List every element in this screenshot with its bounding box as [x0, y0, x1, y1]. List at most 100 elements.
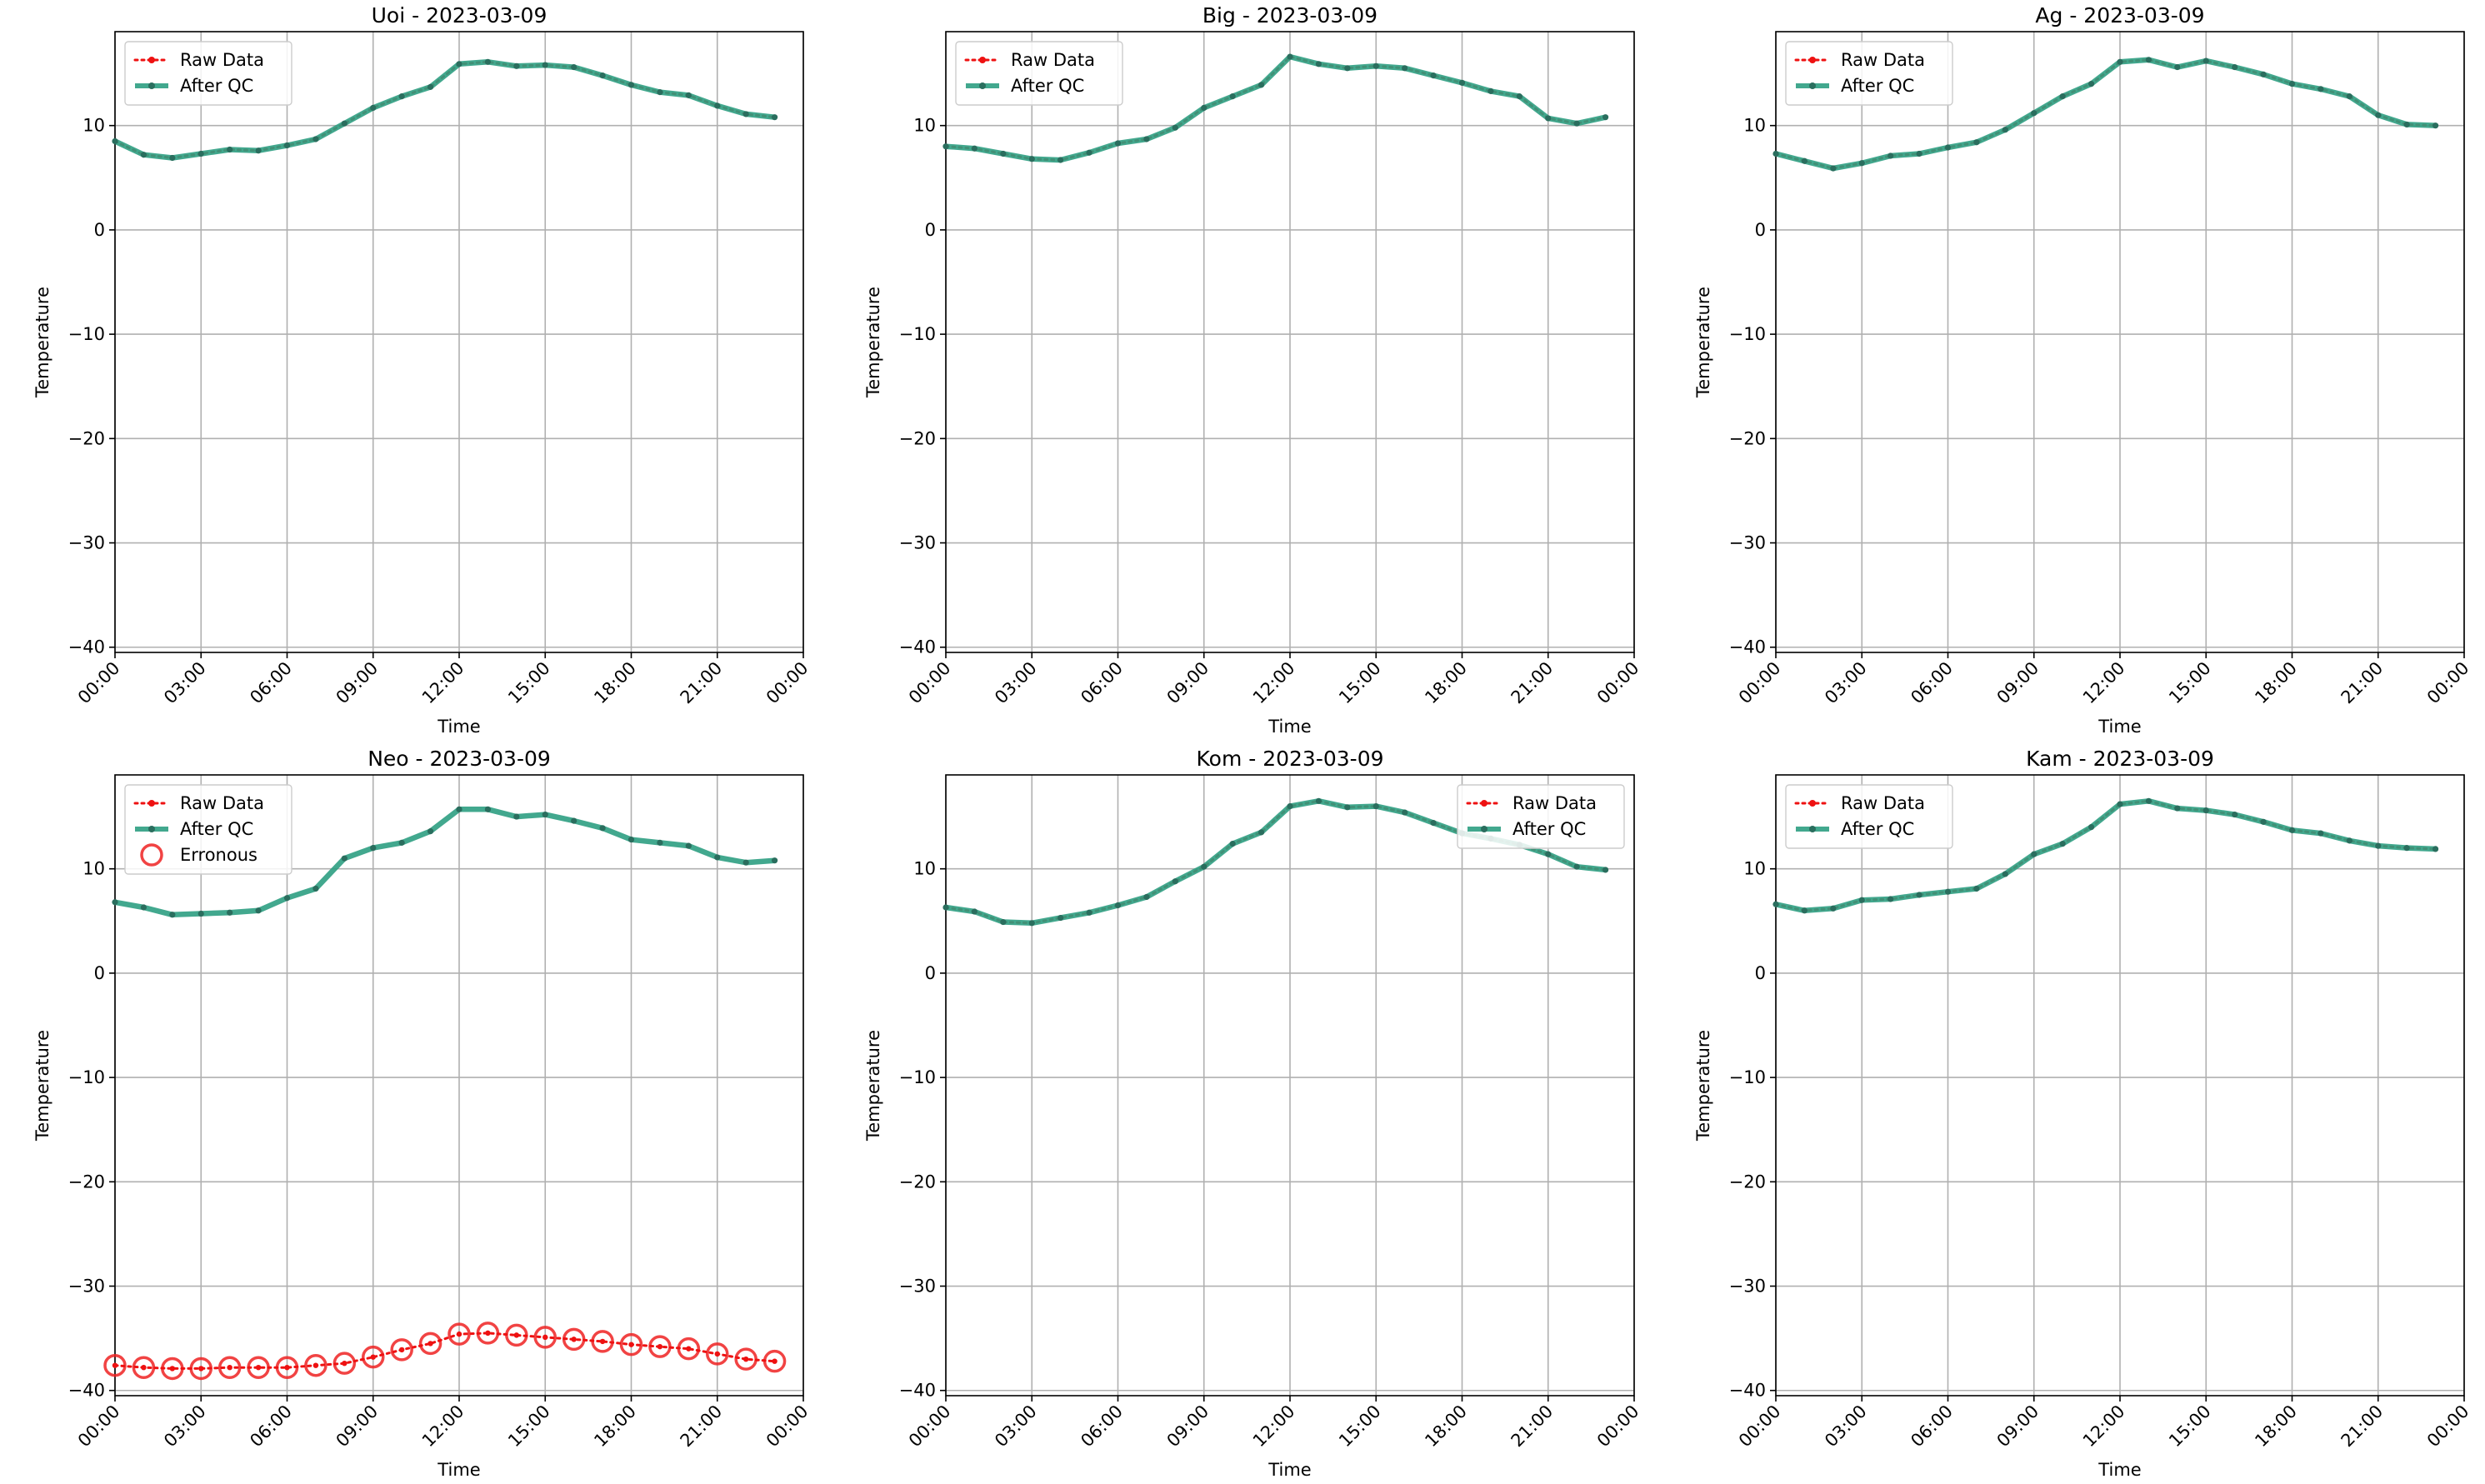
after-qc-point: [2318, 830, 2324, 837]
after-qc-point: [2318, 86, 2324, 92]
y-axis-label: Temperature: [1693, 1030, 1713, 1142]
legend: Raw Data After QC: [1785, 784, 1953, 849]
after-qc-point: [2002, 127, 2008, 133]
after-qc-point: [1086, 909, 1092, 916]
raw-data-point: [312, 1362, 319, 1368]
raw-data-point: [714, 1351, 720, 1357]
after-qc-point: [2232, 811, 2238, 818]
legend-box: [1785, 41, 1953, 106]
legend-label: Erronous: [180, 845, 258, 865]
after-qc-point: [1402, 65, 1408, 72]
after-qc-point: [2174, 805, 2181, 812]
raw-data-point: [255, 1364, 262, 1371]
plot-area: [1772, 797, 2439, 914]
raw-data-point: [772, 1358, 778, 1364]
x-axis-label: Time: [437, 717, 480, 737]
after-qc-point: [542, 62, 548, 68]
raw-data-point: [742, 1356, 749, 1362]
after-qc-point: [2145, 797, 2152, 804]
after-qc-point: [1372, 802, 1379, 810]
after-qc-point: [1801, 907, 1808, 914]
after-qc-point: [1229, 841, 1236, 847]
after-qc-point: [1858, 160, 1865, 167]
after-qc-point: [1573, 120, 1580, 127]
raw-data-point: [141, 1364, 147, 1371]
after-qc-point: [1000, 918, 1007, 926]
after-qc-point: [1258, 82, 1265, 88]
after-qc-point: [1545, 851, 1552, 857]
y-tick-label: −20: [1729, 428, 1766, 448]
after-qc-point: [1944, 888, 1952, 895]
raw-data-point: [169, 1366, 176, 1372]
raw-data-point: [198, 1366, 204, 1372]
legend-box: [124, 41, 292, 106]
y-tick-label: −30: [68, 533, 105, 553]
after-qc-point: [1573, 863, 1580, 870]
after-qc-point: [255, 907, 262, 914]
after-qc-point: [942, 143, 949, 150]
legend: Raw Data After QC: [124, 41, 292, 106]
after-qc-point: [714, 102, 721, 109]
legend-raw-marker: [148, 57, 155, 63]
chart-title: Uoi - 2023-03-09: [372, 3, 548, 27]
legend-label: Raw Data: [1841, 793, 1925, 813]
after-qc-point: [341, 120, 348, 127]
y-tick-label: −40: [899, 1381, 936, 1401]
after-qc-line: [942, 53, 1608, 163]
legend-box: [124, 784, 292, 875]
legend-qc-marker: [148, 826, 155, 832]
plot-area: [103, 806, 787, 1381]
x-axis-label: Time: [2098, 717, 2141, 737]
after-qc-point: [628, 837, 635, 843]
y-tick-label: −20: [68, 1172, 105, 1192]
chart-title: Ag - 2023-03-09: [2035, 3, 2204, 27]
after-qc-point: [2346, 837, 2352, 844]
chart-title: Kom - 2023-03-09: [1197, 747, 1384, 771]
after-qc-point: [1058, 157, 1064, 163]
legend-raw-marker: [1809, 57, 1816, 63]
y-axis-label: Temperature: [32, 1030, 52, 1142]
x-axis-label: Time: [2098, 1460, 2141, 1480]
y-tick-label: 10: [1743, 859, 1766, 879]
after-qc-point: [1916, 150, 1922, 157]
after-qc-point: [1258, 829, 1265, 836]
after-qc-point: [1801, 157, 1808, 164]
erroneous-marker: [304, 1353, 328, 1377]
y-tick-label: −20: [1729, 1172, 1766, 1192]
erroneous-marker: [619, 1332, 643, 1357]
after-qc-point: [2260, 71, 2267, 77]
erroneous-marker: [533, 1326, 557, 1349]
legend-qc-marker: [1809, 826, 1816, 832]
after-qc-point: [1086, 149, 1092, 156]
y-tick-label: 0: [1755, 963, 1766, 983]
legend-raw-marker: [1809, 800, 1816, 807]
y-tick-label: −20: [899, 1172, 936, 1192]
y-tick-label: −30: [68, 1277, 105, 1297]
y-tick-label: −40: [1729, 637, 1766, 657]
after-qc-point: [1058, 914, 1064, 922]
legend-qc-marker: [1481, 826, 1488, 832]
after-qc-point: [1888, 152, 1894, 159]
after-qc-point: [1315, 797, 1322, 804]
y-tick-label: 0: [1755, 220, 1766, 240]
y-tick-label: −40: [68, 1381, 105, 1401]
raw-data-point: [428, 1341, 433, 1347]
after-qc-point: [2403, 845, 2410, 852]
after-qc-point: [1858, 897, 1865, 903]
chart-title: Neo - 2023-03-09: [368, 747, 551, 771]
after-qc-point: [427, 83, 434, 90]
x-axis-label: Time: [1268, 1460, 1311, 1480]
after-qc-point: [2260, 818, 2267, 825]
legend-label: After QC: [1011, 76, 1084, 96]
after-qc-point: [1114, 902, 1122, 909]
after-qc-point: [169, 154, 176, 162]
raw-data-point: [370, 1354, 376, 1360]
after-qc-point: [771, 114, 778, 121]
after-qc-point: [140, 904, 148, 911]
y-axis-label: Temperature: [32, 287, 52, 398]
after-qc-point: [628, 82, 635, 88]
erroneous-marker: [362, 1345, 385, 1369]
after-qc-point: [2403, 121, 2410, 128]
after-qc-point: [1430, 72, 1437, 79]
